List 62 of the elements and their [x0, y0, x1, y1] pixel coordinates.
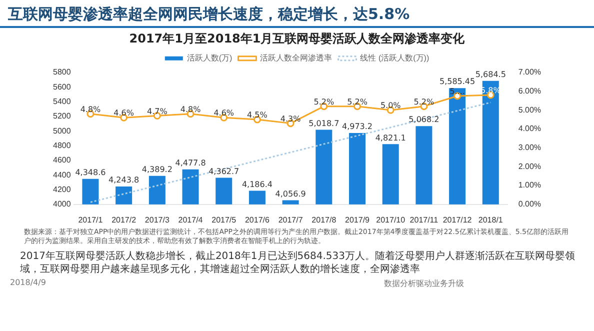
data-label: 5,585.45 [439, 77, 476, 86]
data-label: 5.2% [314, 97, 334, 106]
data-label: 4.7% [147, 106, 168, 116]
data-label: 5,684.5 [475, 70, 506, 79]
y2-tick-label: 2.00% [518, 162, 542, 171]
data-label: 4,973.2 [342, 122, 373, 132]
x-tick-label: 2017/9 [345, 215, 370, 224]
legend-label: 活跃人数全网渗透率 [260, 54, 332, 63]
data-label: 4,348.6 [75, 168, 106, 177]
y-tick-label: 4800 [53, 140, 72, 150]
y2-tick-label: 1.00% [518, 180, 542, 190]
x-tick-label: 2017/1 [78, 215, 104, 224]
chart-subtitle: 2017年1月至2018年1月互联网母婴活跃人数全网渗透率变化 [129, 31, 466, 46]
y-tick-label: 5400 [53, 96, 72, 106]
data-label: 5,068.2 [408, 115, 440, 124]
data-label: 4.5% [247, 110, 268, 120]
data-label: 4,362.7 [208, 166, 240, 176]
y2-tick-label: 3.00% [518, 143, 542, 152]
data-label: 5.2% [347, 97, 368, 106]
x-tick-label: 2017/10 [376, 215, 406, 224]
x-tick-label: 2017/11 [410, 215, 439, 224]
data-label: 4,056.9 [275, 189, 306, 198]
data-label: 4,477.8 [175, 158, 206, 168]
x-tick-label: 2017/5 [212, 215, 237, 224]
x-tick-label: 2017/7 [278, 215, 304, 224]
data-label: 5.0% [380, 101, 402, 110]
y-tick-label: 4600 [53, 156, 72, 165]
x-tick-label: 2017/8 [312, 215, 337, 224]
y2-tick-label: 6.00% [518, 86, 542, 96]
y-tick-label: 5200 [53, 112, 72, 121]
data-label: 4.8% [80, 104, 102, 114]
data-label: 4,243.8 [108, 176, 140, 185]
data-label: 5.... [450, 87, 465, 96]
data-label: 4.6% [214, 108, 234, 118]
y2-tick-label: 0.00% [518, 200, 542, 209]
y2-tick-label: 4.00% [518, 124, 542, 134]
data-label: 5,018.7 [308, 118, 340, 128]
legend-label: 活跃人数(万) [186, 54, 233, 63]
y2-tick-label: 5.00% [518, 105, 542, 114]
y2-tick-label: 7.00% [518, 68, 542, 77]
chart-title: 互联网母婴渗透率超全网网民增长速度，稳定增长，达5.8% [0, 0, 594, 28]
legend-label: 线性 (活跃人数(万)) [360, 54, 430, 63]
data-label: 4,389.2 [142, 164, 172, 174]
text: 2018/4/9 [10, 278, 46, 289]
text: 2017年互联网母婴活跃人数稳步增长，截止2018年1月已达到5684.533万人。随着泛母婴用户人群逐渐活跃在互联网母婴领域，互联网母婴用户越来越呈现多元化，其增速超过全网活跃人数的增长速度，全网渗透率 [19, 250, 576, 276]
x-tick-label: 2018/1 [478, 215, 504, 224]
data-label: 4.8% [180, 104, 202, 114]
x-tick-label: 2017/3 [144, 215, 170, 224]
x-tick-label: 2017/4 [178, 215, 204, 224]
y-tick-label: 5600 [53, 82, 72, 92]
y-tick-label: 5000 [53, 126, 72, 136]
data-label: 4,186.4 [242, 180, 272, 189]
text: 数据分析驱动业务升级 [384, 278, 464, 289]
x-tick-label: 2017/12 [442, 215, 472, 224]
y-tick-label: 5800 [53, 68, 72, 77]
data-label: 4.6% [114, 108, 134, 118]
y-tick-label: 4200 [53, 184, 72, 194]
x-tick-label: 2017/2 [112, 215, 137, 224]
y-tick-label: 4400 [53, 170, 72, 180]
x-tick-label: 2017/6 [244, 215, 270, 224]
y-tick-label: 4000 [53, 200, 72, 209]
data-label: 4,821.1 [375, 133, 406, 142]
